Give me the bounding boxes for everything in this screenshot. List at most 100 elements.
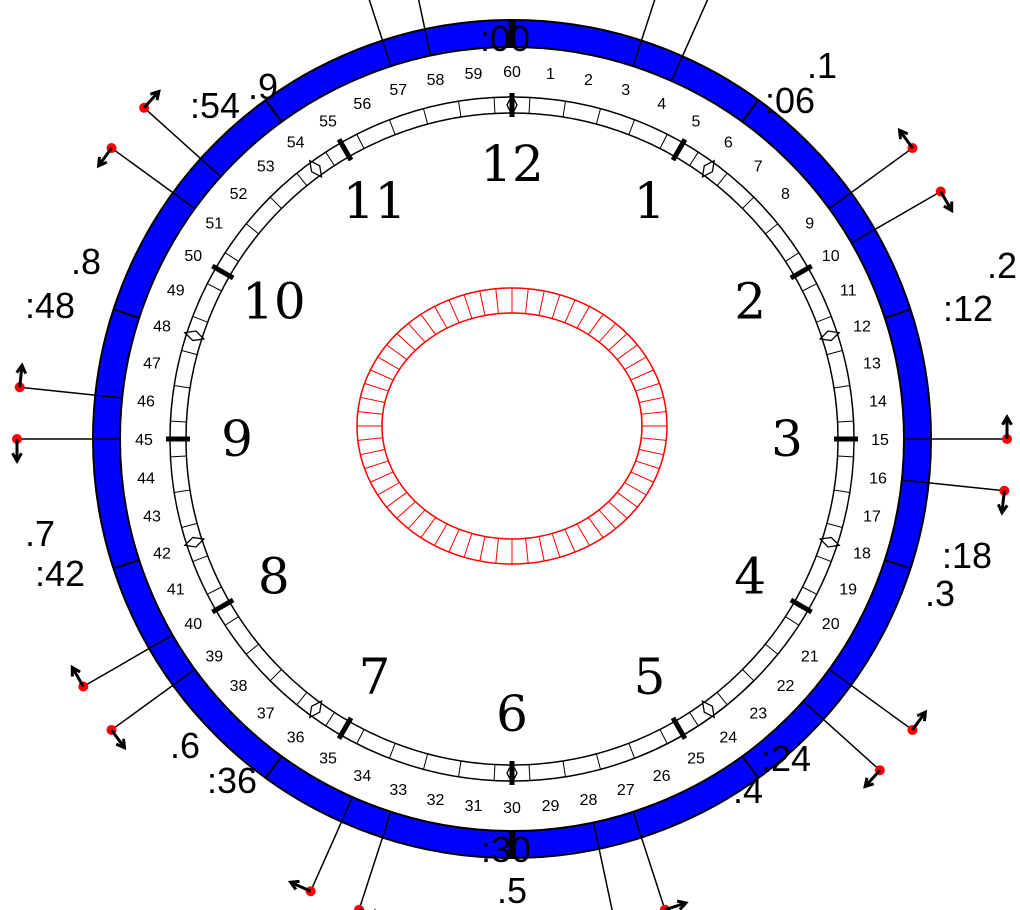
- inner-ring-segment: [551, 294, 561, 319]
- minute-number: 23: [749, 705, 767, 722]
- band-tick: [884, 308, 911, 319]
- minute-number: 40: [184, 616, 202, 633]
- pointer: [828, 668, 928, 735]
- diamond-marker: [183, 536, 206, 548]
- hour-number: 3: [771, 410, 803, 468]
- hour-mark: [670, 138, 688, 162]
- inner-ring-segment: [386, 492, 408, 508]
- inner-ring-segment: [360, 396, 385, 403]
- arrow-icon: [11, 452, 23, 464]
- minute-number: 49: [167, 282, 185, 299]
- diamond-marker: [506, 761, 518, 785]
- inner-ring-segment: [434, 306, 448, 329]
- minute-number: 15: [871, 432, 889, 449]
- outer-minute-label: :12: [943, 288, 993, 329]
- track-tick: [192, 315, 208, 323]
- arrow-icon: [916, 709, 928, 722]
- arrow-icon: [149, 89, 161, 101]
- inner-ring-segment: [463, 533, 473, 558]
- inner-ring-segment: [624, 356, 647, 370]
- track-tick: [837, 420, 854, 423]
- outer-fraction-label: .7: [25, 513, 55, 554]
- band-ticks: [113, 20, 911, 858]
- track-tick: [224, 616, 239, 626]
- inner-ring-segment: [564, 529, 576, 553]
- track-tick: [181, 350, 198, 356]
- hour-number: 1: [634, 172, 666, 230]
- minute-number: 11: [840, 282, 857, 299]
- diamond-marker: [818, 330, 841, 342]
- track-tick: [826, 522, 843, 528]
- minute-number: 17: [863, 509, 881, 526]
- inner-ring-segment: [598, 509, 617, 529]
- track-tick: [595, 753, 601, 770]
- minute-number: 59: [465, 66, 483, 83]
- inner-ring-segment: [635, 382, 660, 392]
- track-tick: [493, 97, 496, 114]
- inner-ring-segment: [641, 437, 667, 441]
- track-tick: [458, 101, 462, 118]
- inner-ring-segment: [377, 356, 400, 370]
- minute-number: 36: [287, 730, 305, 747]
- outer-minute-label: :42: [35, 553, 85, 594]
- arrow-icon: [996, 503, 1009, 516]
- pointer: [354, 811, 392, 910]
- track-tick: [628, 743, 636, 759]
- track-tick: [174, 489, 191, 493]
- pointer: [632, 0, 656, 67]
- minute-number: 45: [135, 432, 153, 449]
- minute-number: 31: [465, 798, 483, 815]
- minute-number: 20: [822, 616, 840, 633]
- minute-number: 8: [781, 186, 790, 203]
- track-tick: [174, 385, 191, 389]
- diamond-marker: [506, 93, 518, 117]
- minute-number: 22: [777, 678, 795, 695]
- outer-fraction-label: .4: [733, 770, 763, 811]
- band-tick: [741, 99, 760, 123]
- minute-number: 56: [353, 96, 371, 113]
- arrow-icon: [115, 738, 127, 751]
- inner-ring-segment: [396, 333, 416, 351]
- pointer: [11, 434, 120, 464]
- band-tick: [264, 99, 283, 123]
- inner-ring-segment: [420, 314, 436, 335]
- track-tick: [170, 455, 187, 458]
- track-tick: [245, 643, 259, 655]
- label-bottom-fraction: .5: [497, 870, 527, 910]
- track-tick: [192, 555, 208, 563]
- track-tick: [802, 586, 817, 595]
- track-tick: [628, 119, 636, 135]
- arrow-icon: [897, 127, 909, 140]
- diamond-marker: [308, 159, 323, 179]
- outer-minute-label: :54: [190, 85, 240, 126]
- track-tick: [296, 692, 308, 706]
- minute-number: 25: [687, 751, 705, 768]
- minute-number: 32: [427, 792, 445, 809]
- track-tick: [245, 223, 259, 235]
- minute-number: 44: [137, 470, 155, 487]
- track-tick: [716, 172, 728, 186]
- track-tick: [689, 712, 699, 727]
- track-tick: [528, 97, 531, 114]
- minute-number: 42: [153, 546, 171, 563]
- track-tick: [388, 119, 396, 135]
- minute-number: 26: [653, 768, 671, 785]
- diamond-marker: [818, 536, 841, 548]
- minute-number: 28: [580, 792, 598, 809]
- pointer: [96, 143, 196, 210]
- hour-number: 4: [734, 548, 766, 606]
- band-tick: [264, 755, 283, 779]
- outer-fraction-label: .1: [807, 45, 837, 86]
- inner-ring-segment: [639, 396, 664, 403]
- pointer: [802, 700, 885, 789]
- track-tick: [816, 315, 832, 323]
- label-top: :00: [480, 18, 530, 59]
- inner-ring-segment: [635, 460, 660, 470]
- outer-minute-label: :24: [761, 738, 811, 779]
- pointer: [70, 634, 173, 692]
- inner-ring-segment: [630, 471, 654, 483]
- track-tick: [458, 760, 462, 777]
- minute-number: 21: [801, 648, 819, 665]
- outer-fraction-label: .8: [71, 241, 101, 282]
- inner-ring-segment: [495, 538, 499, 564]
